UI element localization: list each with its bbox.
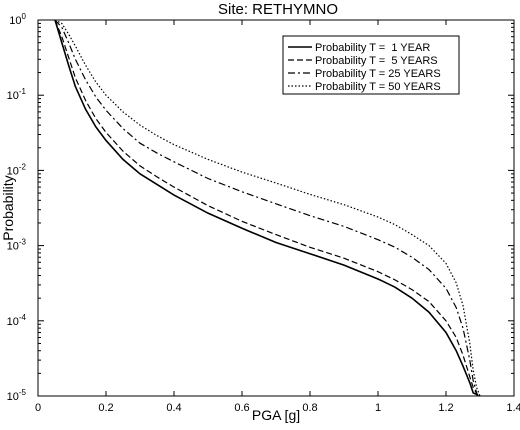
y-tick-label-exponent: -3: [19, 238, 27, 247]
y-tick-label-exponent: 0: [22, 12, 27, 21]
series-layer: [54, 19, 481, 397]
y-tick-label-base: 10: [7, 241, 19, 253]
y-tick-label-exponent: -2: [19, 162, 27, 171]
y-tick-label: 10-1: [7, 87, 27, 102]
y-tick-label-base: 10: [7, 165, 19, 177]
chart-title: Site: RETHYMNO: [218, 1, 338, 18]
legend-label: Probability T = 25 YEARS: [315, 68, 441, 80]
x-tick-label: 1.4: [506, 402, 520, 414]
legend-box: [282, 35, 460, 95]
x-tick-label: 0: [35, 402, 41, 414]
y-tick-label-base: 10: [9, 15, 21, 27]
y-tick-label-exponent: -4: [19, 313, 27, 322]
x-tick-label: 0.2: [98, 402, 113, 414]
y-tick-label: 10-4: [7, 313, 27, 328]
x-axis-label: PGA [g]: [252, 407, 300, 423]
y-tick-label-exponent: -5: [19, 388, 27, 397]
series-line-3: [54, 19, 479, 397]
y-tick-label-exponent: -1: [19, 87, 27, 96]
x-tick-label: 0.4: [166, 402, 181, 414]
y-tick-label: 100: [9, 12, 26, 27]
y-tick-label: 10-5: [7, 388, 27, 403]
y-tick-label-base: 10: [7, 316, 19, 328]
y-tick-label-base: 10: [7, 90, 19, 102]
series-line-2: [54, 19, 479, 397]
y-tick-label: 10-3: [7, 238, 27, 253]
y-axis-label: Probability: [0, 175, 16, 240]
y-tick-label-base: 10: [7, 391, 19, 403]
x-tick-label: 1.2: [438, 402, 453, 414]
x-tick-label: 1: [375, 402, 381, 414]
legend-label: Probability T = 1 YEAR: [315, 42, 430, 54]
y-tick-label: 10-2: [7, 162, 27, 177]
x-tick-label: 0.8: [302, 402, 317, 414]
legend-label: Probability T = 5 YEARS: [315, 55, 438, 67]
series-line-1: [54, 19, 479, 397]
legend-label: Probability T = 50 YEARS: [315, 81, 441, 93]
x-tick-label: 0.6: [234, 402, 249, 414]
x-axis-ticks: 0 0.2 0.4 0.6 0.8 1 1.2 1.4: [35, 20, 520, 414]
